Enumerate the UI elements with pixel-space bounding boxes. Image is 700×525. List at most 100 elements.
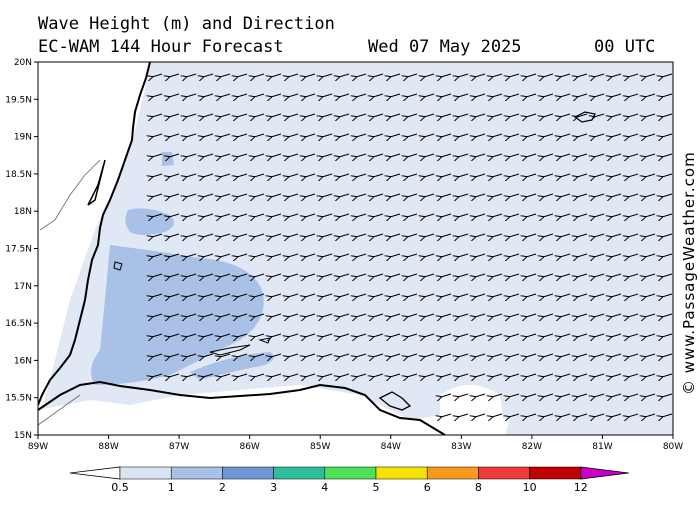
lat-tick-label: 18N [14, 207, 32, 217]
wave-arrow [322, 133, 333, 137]
wave-arrow [237, 93, 248, 97]
wave-arrow [186, 93, 197, 97]
wave-arrow [407, 73, 418, 77]
wave-arrow [339, 353, 350, 357]
land-area-honduras [38, 385, 510, 435]
wave-arrow [254, 193, 265, 197]
wave-arrow [288, 113, 299, 117]
wave-arrow [305, 93, 316, 97]
wave-arrow [475, 313, 486, 317]
wave-arrow [645, 133, 656, 137]
wave-arrow [152, 253, 163, 257]
wave-arrow [254, 73, 265, 77]
wave-arrow [662, 193, 673, 197]
wave-arrow [356, 253, 367, 257]
wave-arrow [662, 353, 673, 357]
wave-arrow [373, 133, 384, 137]
wave-arrow [305, 133, 316, 137]
wave-arrow [492, 293, 503, 297]
coastline-caratasca-lagoon [378, 391, 412, 411]
wave-arrow [288, 173, 299, 177]
lon-tick-label: 83W [451, 442, 471, 452]
wave-arrow [424, 233, 435, 237]
wave-arrow [577, 153, 588, 157]
wave-arrow [662, 93, 673, 97]
wave-arrow [458, 213, 469, 217]
wave-arrow [441, 373, 452, 377]
wave-arrow [305, 193, 316, 197]
wave-height-colorbar: 0.5 1 2 3 4 5 6 8 10 12 [69, 466, 629, 494]
wave-arrow [407, 213, 418, 217]
wave-arrow [424, 153, 435, 157]
wave-arrow [441, 133, 452, 137]
wave-arrow [611, 313, 622, 317]
wave-arrow [594, 113, 605, 117]
wave-arrow [611, 113, 622, 117]
wave-arrow [628, 73, 639, 77]
wave-arrow [441, 153, 452, 157]
colorbar-segment [222, 466, 274, 480]
colorbar-high-triangle [580, 466, 629, 480]
wave-arrow [322, 293, 333, 297]
wave-arrow [594, 193, 605, 197]
wave-arrow [152, 193, 163, 197]
wave-arrow [543, 313, 554, 317]
wave-arrow [271, 213, 282, 217]
wave-arrow [577, 293, 588, 297]
wave-arrow [305, 113, 316, 117]
colorbar-segment [375, 466, 428, 480]
wave-arrow [628, 213, 639, 217]
wave-arrow [288, 93, 299, 97]
wave-arrow [254, 153, 265, 157]
wave-arrow [526, 293, 537, 297]
wave-band-1-2m-belize-reef [125, 208, 174, 235]
wave-arrow [662, 173, 673, 177]
wave-arrow [509, 153, 520, 157]
wave-arrow [424, 293, 435, 297]
wave-arrow [560, 73, 571, 77]
wave-arrow [373, 213, 384, 217]
wave-arrow [475, 253, 486, 257]
wave-arrow [254, 353, 265, 357]
wave-arrow [492, 133, 503, 137]
wave-arrow [407, 193, 418, 197]
wave-arrow [152, 113, 163, 117]
wave-arrow [288, 253, 299, 257]
wave-arrow [594, 353, 605, 357]
wave-arrow [543, 293, 554, 297]
wave-arrow [509, 273, 520, 277]
wave-arrow [152, 333, 163, 337]
wave-arrow [594, 133, 605, 137]
wave-arrow [390, 353, 401, 357]
wave-arrow [594, 273, 605, 277]
wave-arrow [169, 293, 180, 297]
wave-arrow [424, 373, 435, 377]
lon-tick-label: 89W [28, 442, 48, 452]
wave-arrow [305, 73, 316, 77]
wave-arrow [390, 313, 401, 317]
wave-arrow [424, 173, 435, 177]
wave-arrow [560, 313, 571, 317]
wave-arrow [356, 153, 367, 157]
colorbar-label: 8 [475, 481, 482, 494]
wave-arrow [577, 353, 588, 357]
wave-arrow [526, 253, 537, 257]
wave-arrow [373, 173, 384, 177]
wave-arrow [203, 113, 214, 117]
wave-arrow [424, 353, 435, 357]
wave-arrow [186, 353, 197, 357]
wave-arrow [288, 193, 299, 197]
colorbar-label: 5 [373, 481, 380, 494]
wave-arrow [492, 353, 503, 357]
calm-area-honduras-coast [440, 385, 505, 435]
wave-arrow [475, 393, 486, 397]
wave-arrow [288, 213, 299, 217]
wave-arrow [169, 353, 180, 357]
wave-arrow [492, 333, 503, 337]
lon-tick-label: 87W [169, 442, 189, 452]
wave-arrow [186, 313, 197, 317]
wave-arrow [577, 313, 588, 317]
wave-arrow [152, 273, 163, 277]
wave-arrow [577, 113, 588, 117]
